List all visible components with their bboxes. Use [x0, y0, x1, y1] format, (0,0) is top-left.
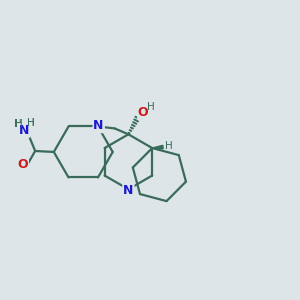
Polygon shape: [152, 145, 163, 149]
Text: H: H: [27, 118, 35, 128]
Text: H: H: [15, 119, 22, 130]
Text: H: H: [14, 119, 21, 130]
Text: N: N: [19, 124, 30, 137]
Text: O: O: [18, 159, 28, 172]
Text: N: N: [93, 119, 104, 133]
Text: N: N: [123, 184, 134, 197]
Text: H: H: [27, 118, 35, 128]
Text: N: N: [19, 124, 30, 137]
Text: N: N: [94, 119, 104, 132]
Text: H: H: [147, 102, 155, 112]
Text: H: H: [164, 141, 172, 151]
Text: O: O: [138, 106, 148, 119]
Text: O: O: [17, 158, 28, 171]
Text: N: N: [123, 184, 134, 197]
